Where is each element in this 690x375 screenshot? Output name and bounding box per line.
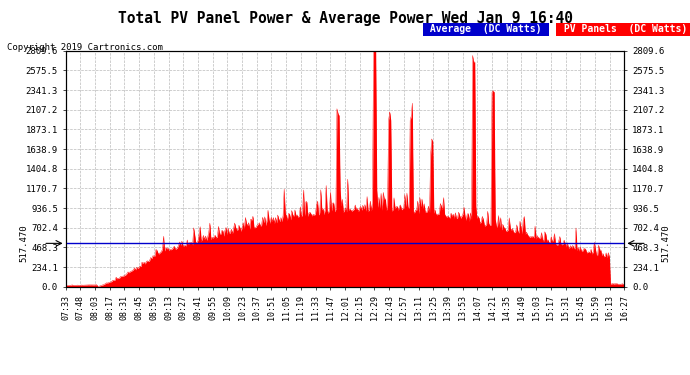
Text: Total PV Panel Power & Average Power Wed Jan 9 16:40: Total PV Panel Power & Average Power Wed… (117, 11, 573, 26)
Text: 517.470: 517.470 (662, 225, 671, 262)
Text: Copyright 2019 Cartronics.com: Copyright 2019 Cartronics.com (7, 43, 163, 52)
Text: 517.470: 517.470 (19, 225, 28, 262)
Text: Average  (DC Watts): Average (DC Watts) (424, 24, 548, 34)
Text: PV Panels  (DC Watts): PV Panels (DC Watts) (558, 24, 690, 34)
